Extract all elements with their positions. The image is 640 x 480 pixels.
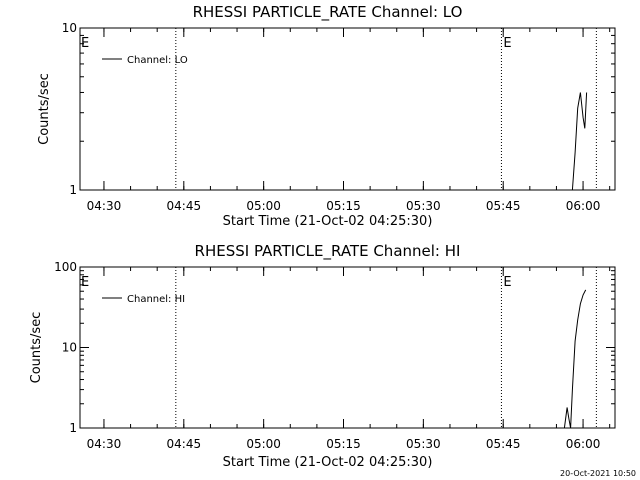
x-tick-label: 04:45 bbox=[167, 437, 202, 451]
y-tick-label: 1 bbox=[69, 421, 77, 435]
panel-hi: RHESSI PARTICLE_RATE Channel: HI Start Ti… bbox=[29, 242, 616, 470]
legend-label: Channel: HI bbox=[127, 294, 185, 305]
y-tick-label: 100 bbox=[54, 260, 77, 274]
x-tick-label: 05:30 bbox=[406, 437, 441, 451]
x-tick-label: 05:00 bbox=[246, 199, 281, 213]
x-tick-label: 06:00 bbox=[566, 199, 601, 213]
x-axis-label: Start Time (21-Oct-02 04:25:30) bbox=[223, 455, 433, 470]
plot-timestamp: 20-Oct-2021 10:50 bbox=[560, 469, 636, 478]
x-tick-label: 04:30 bbox=[87, 437, 122, 451]
x-tick-label: 05:30 bbox=[406, 199, 441, 213]
x-tick-label: 05:15 bbox=[326, 199, 361, 213]
x-tick-label: 05:15 bbox=[326, 437, 361, 451]
y-tick-label: 10 bbox=[62, 341, 77, 355]
chart-title: RHESSI PARTICLE_RATE Channel: HI bbox=[195, 242, 461, 261]
x-tick-label: 04:45 bbox=[167, 199, 202, 213]
series-line bbox=[571, 92, 588, 191]
y-axis-label: Counts/sec bbox=[29, 312, 44, 384]
corner-event-label: E bbox=[81, 275, 89, 290]
y-tick-label: 1 bbox=[69, 183, 77, 197]
legend-label: Channel: LO bbox=[127, 55, 188, 66]
y-axis-label: Counts/sec bbox=[37, 73, 52, 145]
plot-frame bbox=[79, 27, 616, 191]
x-tick-label: 05:45 bbox=[486, 437, 521, 451]
event-marker-label: E bbox=[503, 275, 511, 290]
y-tick-label: 10 bbox=[62, 21, 77, 35]
x-tick-label: 04:30 bbox=[87, 199, 122, 213]
panel-lo: RHESSI PARTICLE_RATE Channel: LO Start Ti… bbox=[37, 3, 616, 229]
x-tick-label: 05:00 bbox=[246, 437, 281, 451]
event-marker-label: E bbox=[503, 36, 511, 51]
x-tick-label: 05:45 bbox=[486, 199, 521, 213]
x-tick-label: 06:00 bbox=[566, 437, 601, 451]
plot-frame bbox=[79, 266, 616, 429]
chart-title: RHESSI PARTICLE_RATE Channel: LO bbox=[193, 3, 463, 22]
series-line bbox=[563, 289, 587, 429]
corner-event-label: E bbox=[81, 36, 89, 51]
x-axis-label: Start Time (21-Oct-02 04:25:30) bbox=[223, 214, 433, 229]
